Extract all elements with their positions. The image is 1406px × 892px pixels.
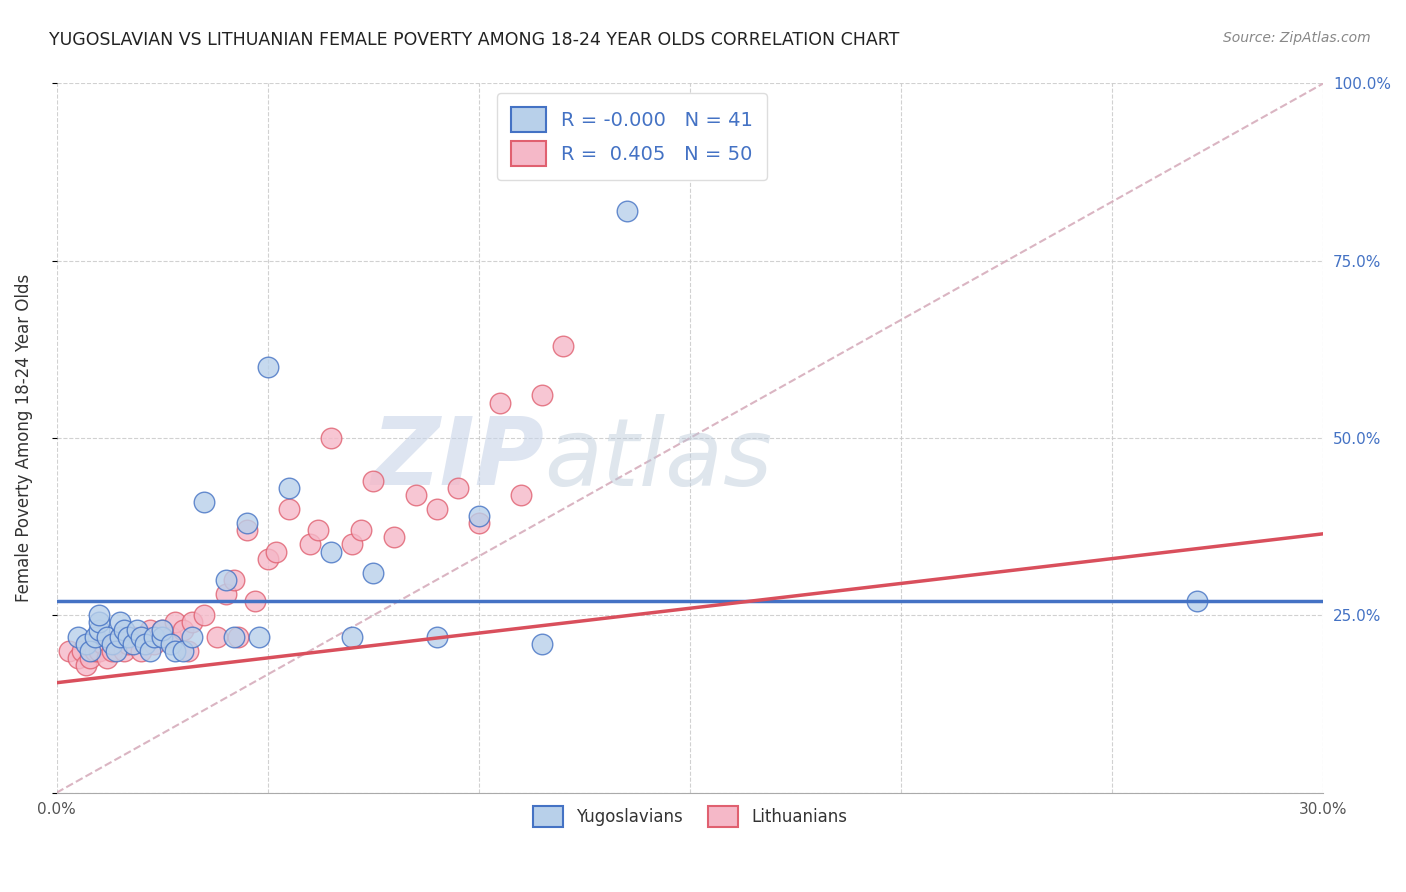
Point: [134, 637, 156, 651]
Point: [87, 644, 110, 658]
Point: [298, 537, 321, 551]
Point: [264, 544, 287, 558]
Point: [159, 637, 181, 651]
Point: [125, 623, 148, 637]
Point: [150, 630, 173, 644]
Point: [349, 523, 371, 537]
Point: [96, 651, 118, 665]
Point: [129, 630, 152, 644]
Point: [243, 594, 266, 608]
Point: [142, 637, 165, 651]
Point: [468, 516, 491, 530]
Point: [553, 339, 575, 353]
Point: [172, 623, 194, 637]
Point: [150, 623, 173, 637]
Point: [226, 630, 249, 644]
Legend: Yugoslavians, Lithuanians: Yugoslavians, Lithuanians: [526, 799, 853, 834]
Point: [112, 644, 135, 658]
Y-axis label: Female Poverty Among 18-24 Year Olds: Female Poverty Among 18-24 Year Olds: [15, 274, 32, 602]
Point: [117, 630, 139, 644]
Point: [384, 530, 406, 544]
Point: [361, 566, 384, 580]
Point: [108, 630, 131, 644]
Point: [100, 644, 122, 658]
Point: [87, 615, 110, 630]
Point: [214, 587, 236, 601]
Point: [222, 573, 245, 587]
Point: [361, 474, 384, 488]
Point: [426, 630, 449, 644]
Point: [150, 623, 173, 637]
Point: [75, 637, 97, 651]
Point: [235, 523, 257, 537]
Point: [58, 644, 80, 658]
Point: [531, 388, 554, 402]
Point: [247, 630, 270, 644]
Point: [163, 615, 186, 630]
Point: [340, 630, 363, 644]
Point: [129, 644, 152, 658]
Point: [172, 644, 194, 658]
Point: [83, 630, 105, 644]
Point: [616, 204, 638, 219]
Point: [70, 644, 93, 658]
Point: [66, 630, 89, 644]
Point: [75, 658, 97, 673]
Point: [104, 637, 127, 651]
Point: [180, 630, 202, 644]
Point: [319, 431, 342, 445]
Text: Source: ZipAtlas.com: Source: ZipAtlas.com: [1223, 31, 1371, 45]
Point: [256, 360, 278, 375]
Point: [100, 637, 122, 651]
Point: [117, 637, 139, 651]
Point: [1185, 594, 1208, 608]
Point: [205, 630, 228, 644]
Point: [79, 644, 101, 658]
Point: [134, 630, 156, 644]
Point: [108, 615, 131, 630]
Point: [66, 651, 89, 665]
Point: [235, 516, 257, 530]
Point: [176, 644, 198, 658]
Point: [91, 637, 114, 651]
Point: [121, 630, 143, 644]
Point: [510, 488, 533, 502]
Point: [142, 630, 165, 644]
Point: [79, 651, 101, 665]
Point: [277, 502, 299, 516]
Point: [163, 644, 186, 658]
Point: [256, 551, 278, 566]
Point: [447, 481, 470, 495]
Point: [96, 630, 118, 644]
Point: [340, 537, 363, 551]
Point: [87, 608, 110, 623]
Point: [277, 481, 299, 495]
Text: YUGOSLAVIAN VS LITHUANIAN FEMALE POVERTY AMONG 18-24 YEAR OLDS CORRELATION CHART: YUGOSLAVIAN VS LITHUANIAN FEMALE POVERTY…: [49, 31, 900, 49]
Point: [489, 395, 512, 409]
Point: [138, 644, 160, 658]
Point: [426, 502, 449, 516]
Point: [468, 509, 491, 524]
Point: [214, 573, 236, 587]
Point: [307, 523, 329, 537]
Point: [87, 623, 110, 637]
Point: [193, 495, 215, 509]
Point: [193, 608, 215, 623]
Point: [159, 630, 181, 644]
Text: atlas: atlas: [544, 414, 772, 505]
Point: [180, 615, 202, 630]
Point: [222, 630, 245, 644]
Point: [104, 644, 127, 658]
Text: ZIP: ZIP: [371, 413, 544, 506]
Point: [121, 637, 143, 651]
Point: [108, 630, 131, 644]
Point: [405, 488, 427, 502]
Point: [531, 637, 554, 651]
Point: [112, 623, 135, 637]
Point: [319, 544, 342, 558]
Point: [83, 644, 105, 658]
Point: [138, 623, 160, 637]
